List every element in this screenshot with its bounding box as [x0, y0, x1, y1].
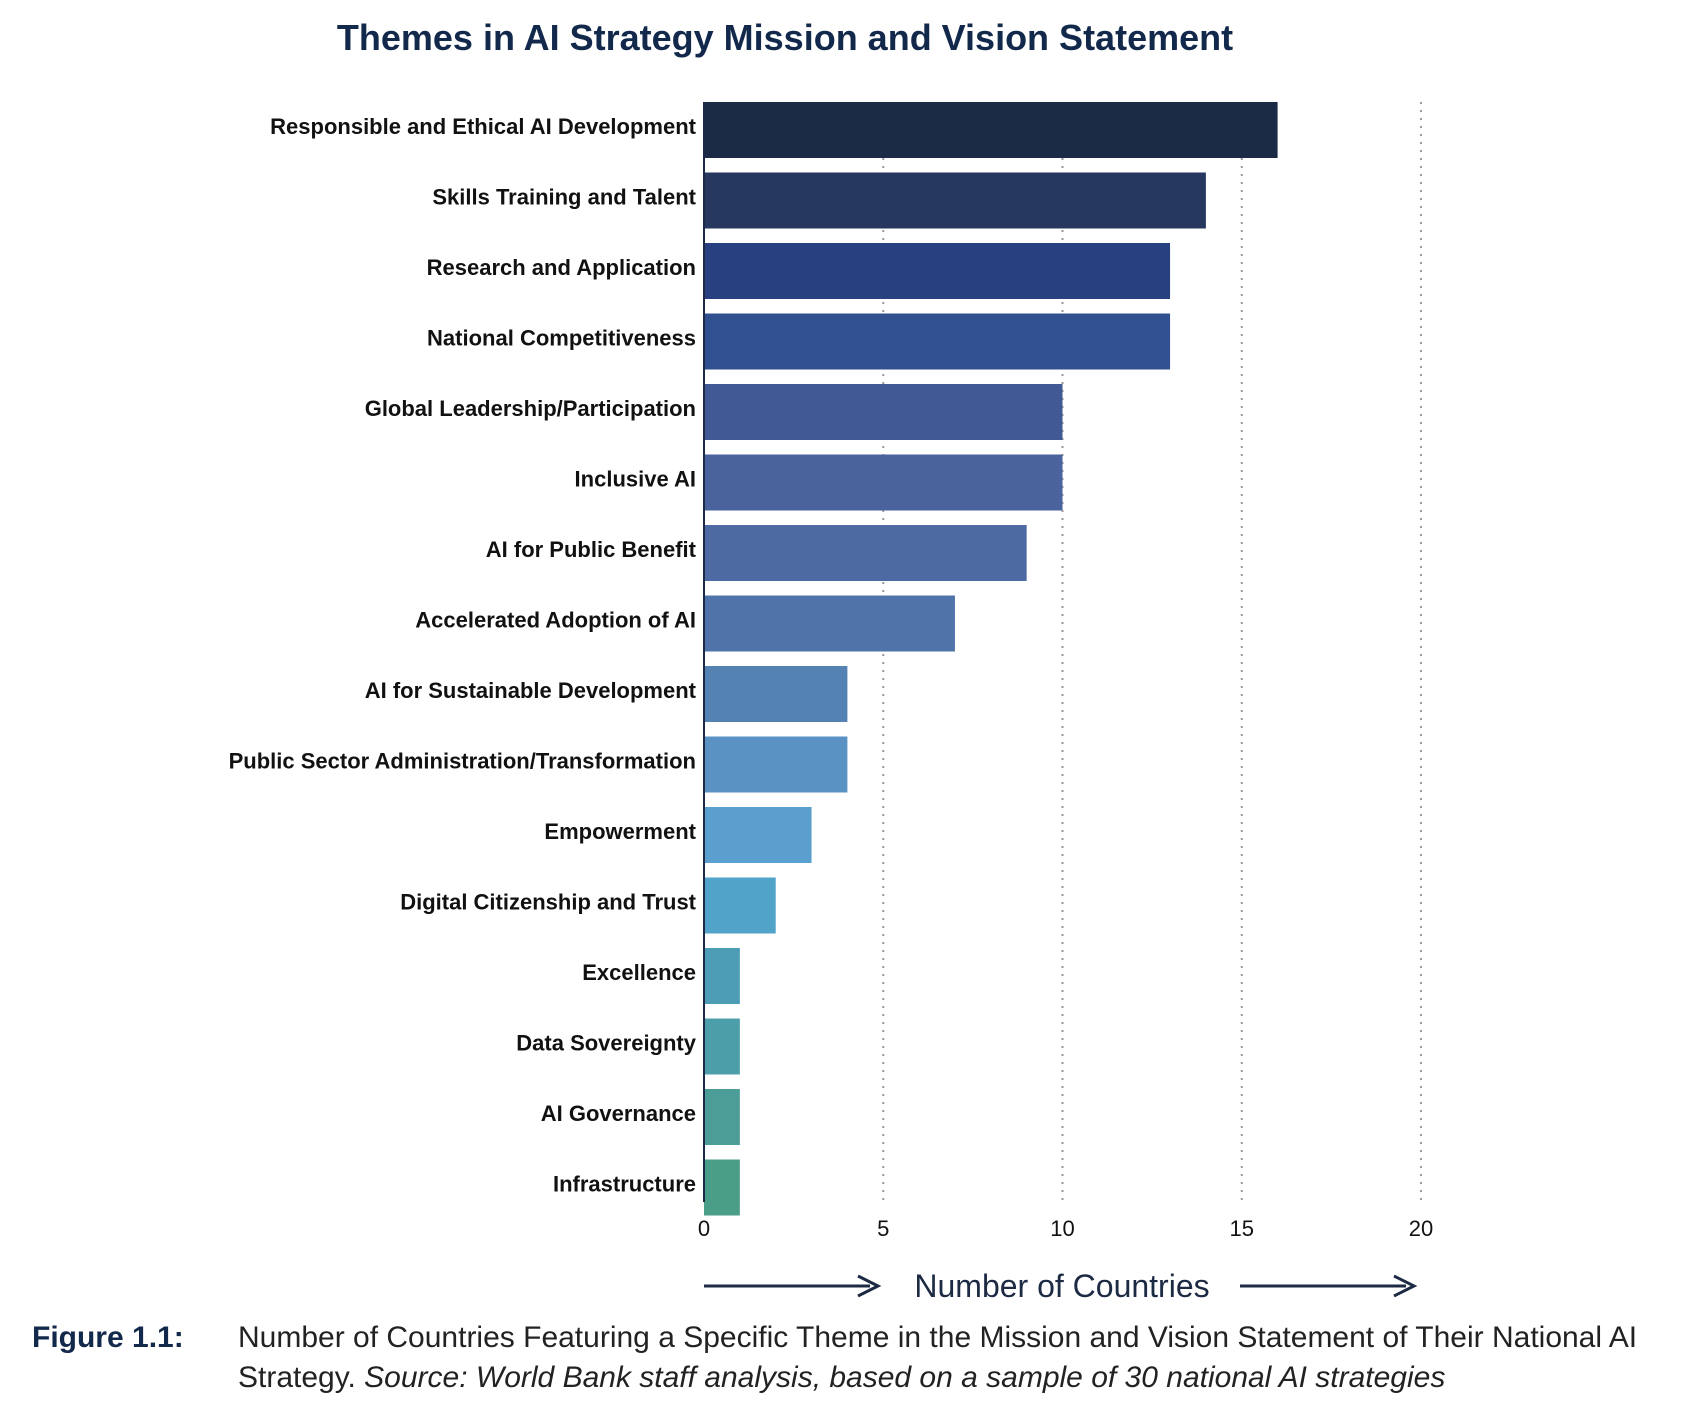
bar — [704, 525, 1027, 581]
figure-label: Figure 1.1: — [32, 1321, 184, 1354]
category-label: Data Sovereignty — [516, 1030, 696, 1055]
category-label: Research and Application — [427, 255, 696, 280]
bar — [704, 313, 1171, 370]
bar — [704, 666, 848, 722]
bar — [704, 1018, 740, 1075]
category-label: Skills Training and Talent — [432, 184, 696, 209]
bar-chart: Themes in AI Strategy Mission and Vision… — [229, 17, 1434, 1300]
bar — [704, 1159, 740, 1216]
chart-title: Themes in AI Strategy Mission and Vision… — [337, 17, 1233, 58]
bar — [704, 172, 1206, 229]
bar — [704, 736, 848, 793]
bars — [704, 102, 1278, 1216]
bar — [704, 243, 1171, 299]
x-tick-label: 5 — [877, 1216, 889, 1241]
x-tick-labels: 0 5 10 15 20 — [698, 1216, 1433, 1241]
bar — [704, 877, 776, 934]
bar — [704, 102, 1278, 158]
x-axis-title-group: Number of Countries — [704, 1268, 1418, 1300]
bar — [704, 948, 740, 1004]
bar — [704, 1089, 740, 1145]
bar — [704, 384, 1063, 440]
bar — [704, 807, 812, 863]
category-label: Infrastructure — [553, 1171, 696, 1196]
x-tick-label: 10 — [1050, 1216, 1074, 1241]
arrow-left-head-icon — [857, 1274, 882, 1298]
x-tick-label: 20 — [1409, 1216, 1433, 1241]
x-tick-label: 15 — [1230, 1216, 1254, 1241]
category-labels: Responsible and Ethical AI Development Sk… — [229, 114, 697, 1197]
figure-source: Source: World Bank staff analysis, based… — [364, 1361, 1446, 1394]
category-label: AI Governance — [541, 1101, 696, 1126]
arrow-right-head-icon — [1393, 1274, 1418, 1298]
category-label: AI for Sustainable Development — [365, 678, 697, 703]
category-label: Excellence — [582, 960, 696, 985]
bar — [704, 595, 955, 652]
category-label: AI for Public Benefit — [486, 537, 697, 562]
figure-text: Number of Countries Featuring a Specific… — [238, 1321, 1638, 1394]
category-label: Responsible and Ethical AI Development — [270, 114, 697, 139]
category-label: Digital Citizenship and Trust — [400, 889, 696, 914]
bar — [704, 454, 1063, 511]
category-label: National Competitiveness — [427, 325, 696, 350]
x-axis-title: Number of Countries — [914, 1268, 1209, 1300]
category-label: Empowerment — [544, 819, 696, 844]
category-label: Public Sector Administration/Transformat… — [229, 748, 696, 773]
category-label: Accelerated Adoption of AI — [415, 607, 696, 632]
x-tick-label: 0 — [698, 1216, 710, 1241]
figure-description: Number of Countries Featuring a Specific… — [238, 1318, 1658, 1398]
category-label: Global Leadership/Participation — [365, 396, 696, 421]
category-label: Inclusive AI — [575, 466, 696, 491]
